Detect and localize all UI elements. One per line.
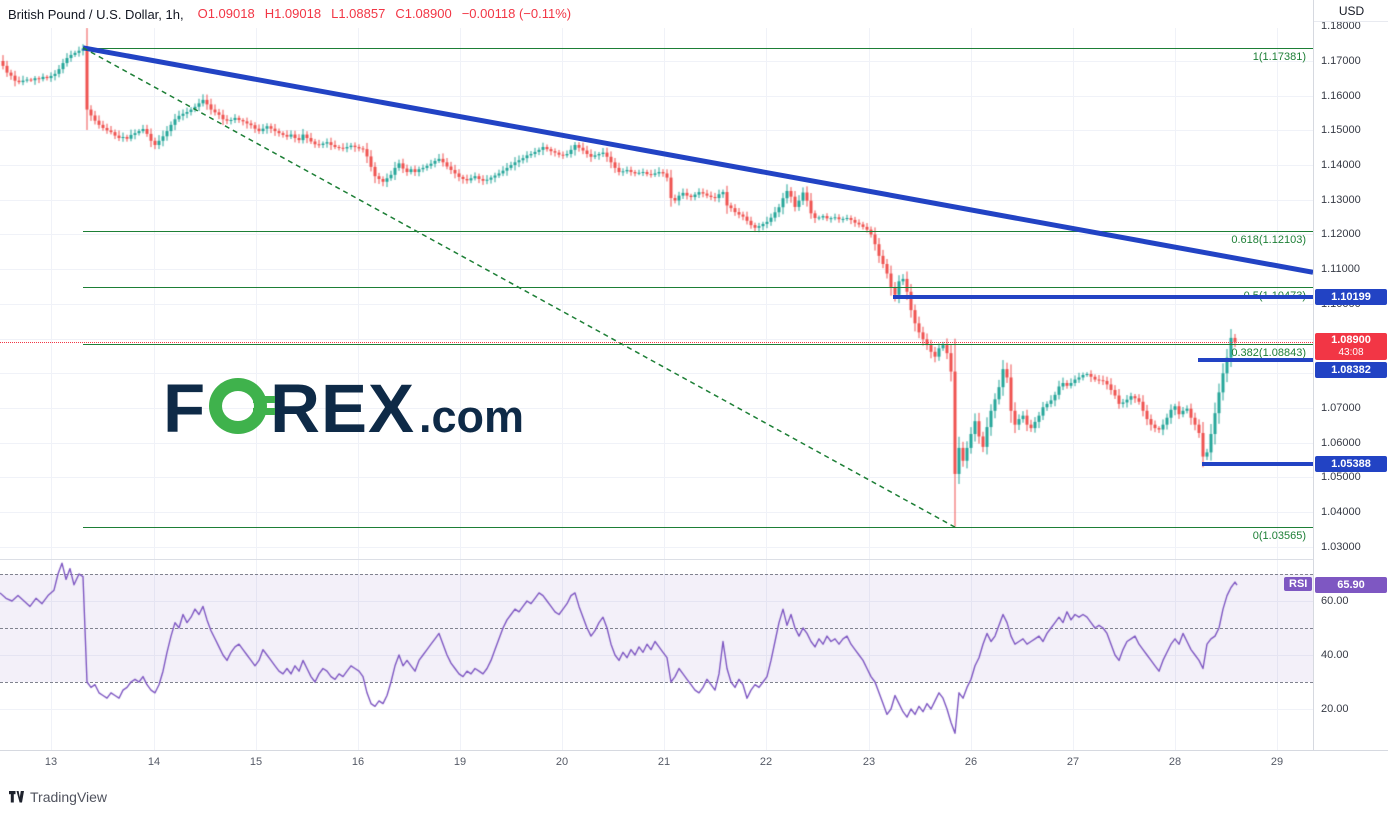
time-axis-label: 13 xyxy=(44,756,58,768)
price-tick-label: 1.17000 xyxy=(1321,55,1361,67)
rsi-indicator-badge[interactable]: RSI xyxy=(1284,577,1313,591)
tradingview-logo-icon xyxy=(9,790,24,802)
current-price-badge: 1.08900 43:08 xyxy=(1315,333,1387,360)
price-tick-label: 1.11000 xyxy=(1321,263,1360,275)
time-axis-label: 28 xyxy=(1168,756,1182,768)
ohlc-value: H1.09018 xyxy=(264,6,322,21)
fib-level-line[interactable] xyxy=(83,344,1313,345)
time-axis-label: 29 xyxy=(1270,756,1284,768)
fib-level-label[interactable]: 0.618(1.12103) xyxy=(1231,234,1306,246)
ohlc-value: C1.08900 xyxy=(395,6,452,21)
tradingview-logo-text: TradingView xyxy=(30,789,108,805)
price-axis-currency: USD xyxy=(1314,0,1388,22)
rsi-tick-label: 60.00 xyxy=(1321,595,1349,607)
time-axis-label: 19 xyxy=(453,756,467,768)
rsi-tick-label: 40.00 xyxy=(1321,649,1349,661)
ohlc-values: O1.09018 H1.09018 L1.08857 C1.08900 −0.00118… xyxy=(198,5,582,23)
price-tick-label: 1.06000 xyxy=(1321,437,1361,449)
fib-level-label[interactable]: 1(1.17381) xyxy=(1252,51,1306,63)
bar-countdown: 43:08 xyxy=(1338,347,1364,358)
price-tick-label: 1.13000 xyxy=(1321,194,1361,206)
price-tick-label: 1.16000 xyxy=(1321,90,1361,102)
time-axis-label: 22 xyxy=(759,756,773,768)
support-resistance-ray[interactable] xyxy=(893,295,1313,299)
price-tick-label: 1.05000 xyxy=(1321,471,1361,483)
time-axis-label: 27 xyxy=(1066,756,1080,768)
ohlc-value: −0.00118 (−0.11%) xyxy=(461,6,572,21)
fib-level-line[interactable] xyxy=(83,287,1313,288)
fib-level-label[interactable]: 0.382(1.08843) xyxy=(1231,347,1306,359)
candlestick-canvas xyxy=(0,28,1313,558)
fib-level-line[interactable] xyxy=(83,48,1313,49)
price-level-badge[interactable]: 1.10199 xyxy=(1315,289,1387,305)
footer-strip: TradingView xyxy=(0,773,1388,815)
ohlc-value: L1.08857 xyxy=(331,6,386,21)
chart-legend-bar: British Pound / U.S. Dollar, 1h, O1.0901… xyxy=(0,0,1313,28)
time-axis-label: 14 xyxy=(147,756,161,768)
time-axis-label: 23 xyxy=(862,756,876,768)
price-axis[interactable]: USD 1.10199 1.08382 1.05388 1.08900 43:08 1.1… xyxy=(1313,0,1388,773)
descending-trendline[interactable] xyxy=(82,45,1313,275)
tradingview-logo[interactable]: TradingView xyxy=(9,789,107,805)
time-axis-label: 20 xyxy=(555,756,569,768)
rsi-tick-label: 20.00 xyxy=(1321,703,1349,715)
price-tick-label: 1.15000 xyxy=(1321,124,1361,136)
rsi-value-badge: 65.90 xyxy=(1315,577,1387,593)
dashed-trendline[interactable] xyxy=(82,47,956,528)
time-axis-label: 21 xyxy=(657,756,671,768)
price-tick-label: 1.03000 xyxy=(1321,541,1361,553)
price-tick-label: 1.07000 xyxy=(1321,402,1361,414)
support-resistance-ray[interactable] xyxy=(1198,358,1313,362)
price-tick-label: 1.12000 xyxy=(1321,228,1361,240)
price-tick-label: 1.04000 xyxy=(1321,506,1361,518)
price-level-badge[interactable]: 1.08382 xyxy=(1315,362,1387,378)
drawings-overlay xyxy=(82,45,1313,528)
rsi-canvas xyxy=(0,560,1313,748)
price-tick-label: 1.14000 xyxy=(1321,159,1361,171)
time-axis-label: 26 xyxy=(964,756,978,768)
price-level-badge[interactable]: 1.05388 xyxy=(1315,456,1387,472)
fib-level-line[interactable] xyxy=(83,231,1313,232)
current-price-value: 1.08900 xyxy=(1331,334,1371,346)
fib-level-label[interactable]: 0(1.03565) xyxy=(1252,530,1306,542)
time-axis-label: 16 xyxy=(351,756,365,768)
symbol-title[interactable]: British Pound / U.S. Dollar, 1h, xyxy=(8,6,184,22)
pane-separator[interactable] xyxy=(0,559,1388,560)
time-axis-label: 15 xyxy=(249,756,263,768)
price-tick-label: 1.18000 xyxy=(1321,20,1361,32)
time-axis[interactable]: 13 14 15 16 19 20 21 22 23 26 27 28 29 xyxy=(0,750,1388,775)
current-price-line xyxy=(0,342,1313,343)
ohlc-value: O1.09018 xyxy=(197,6,255,21)
fib-level-line[interactable] xyxy=(83,527,1313,528)
support-resistance-ray[interactable] xyxy=(1202,462,1313,466)
